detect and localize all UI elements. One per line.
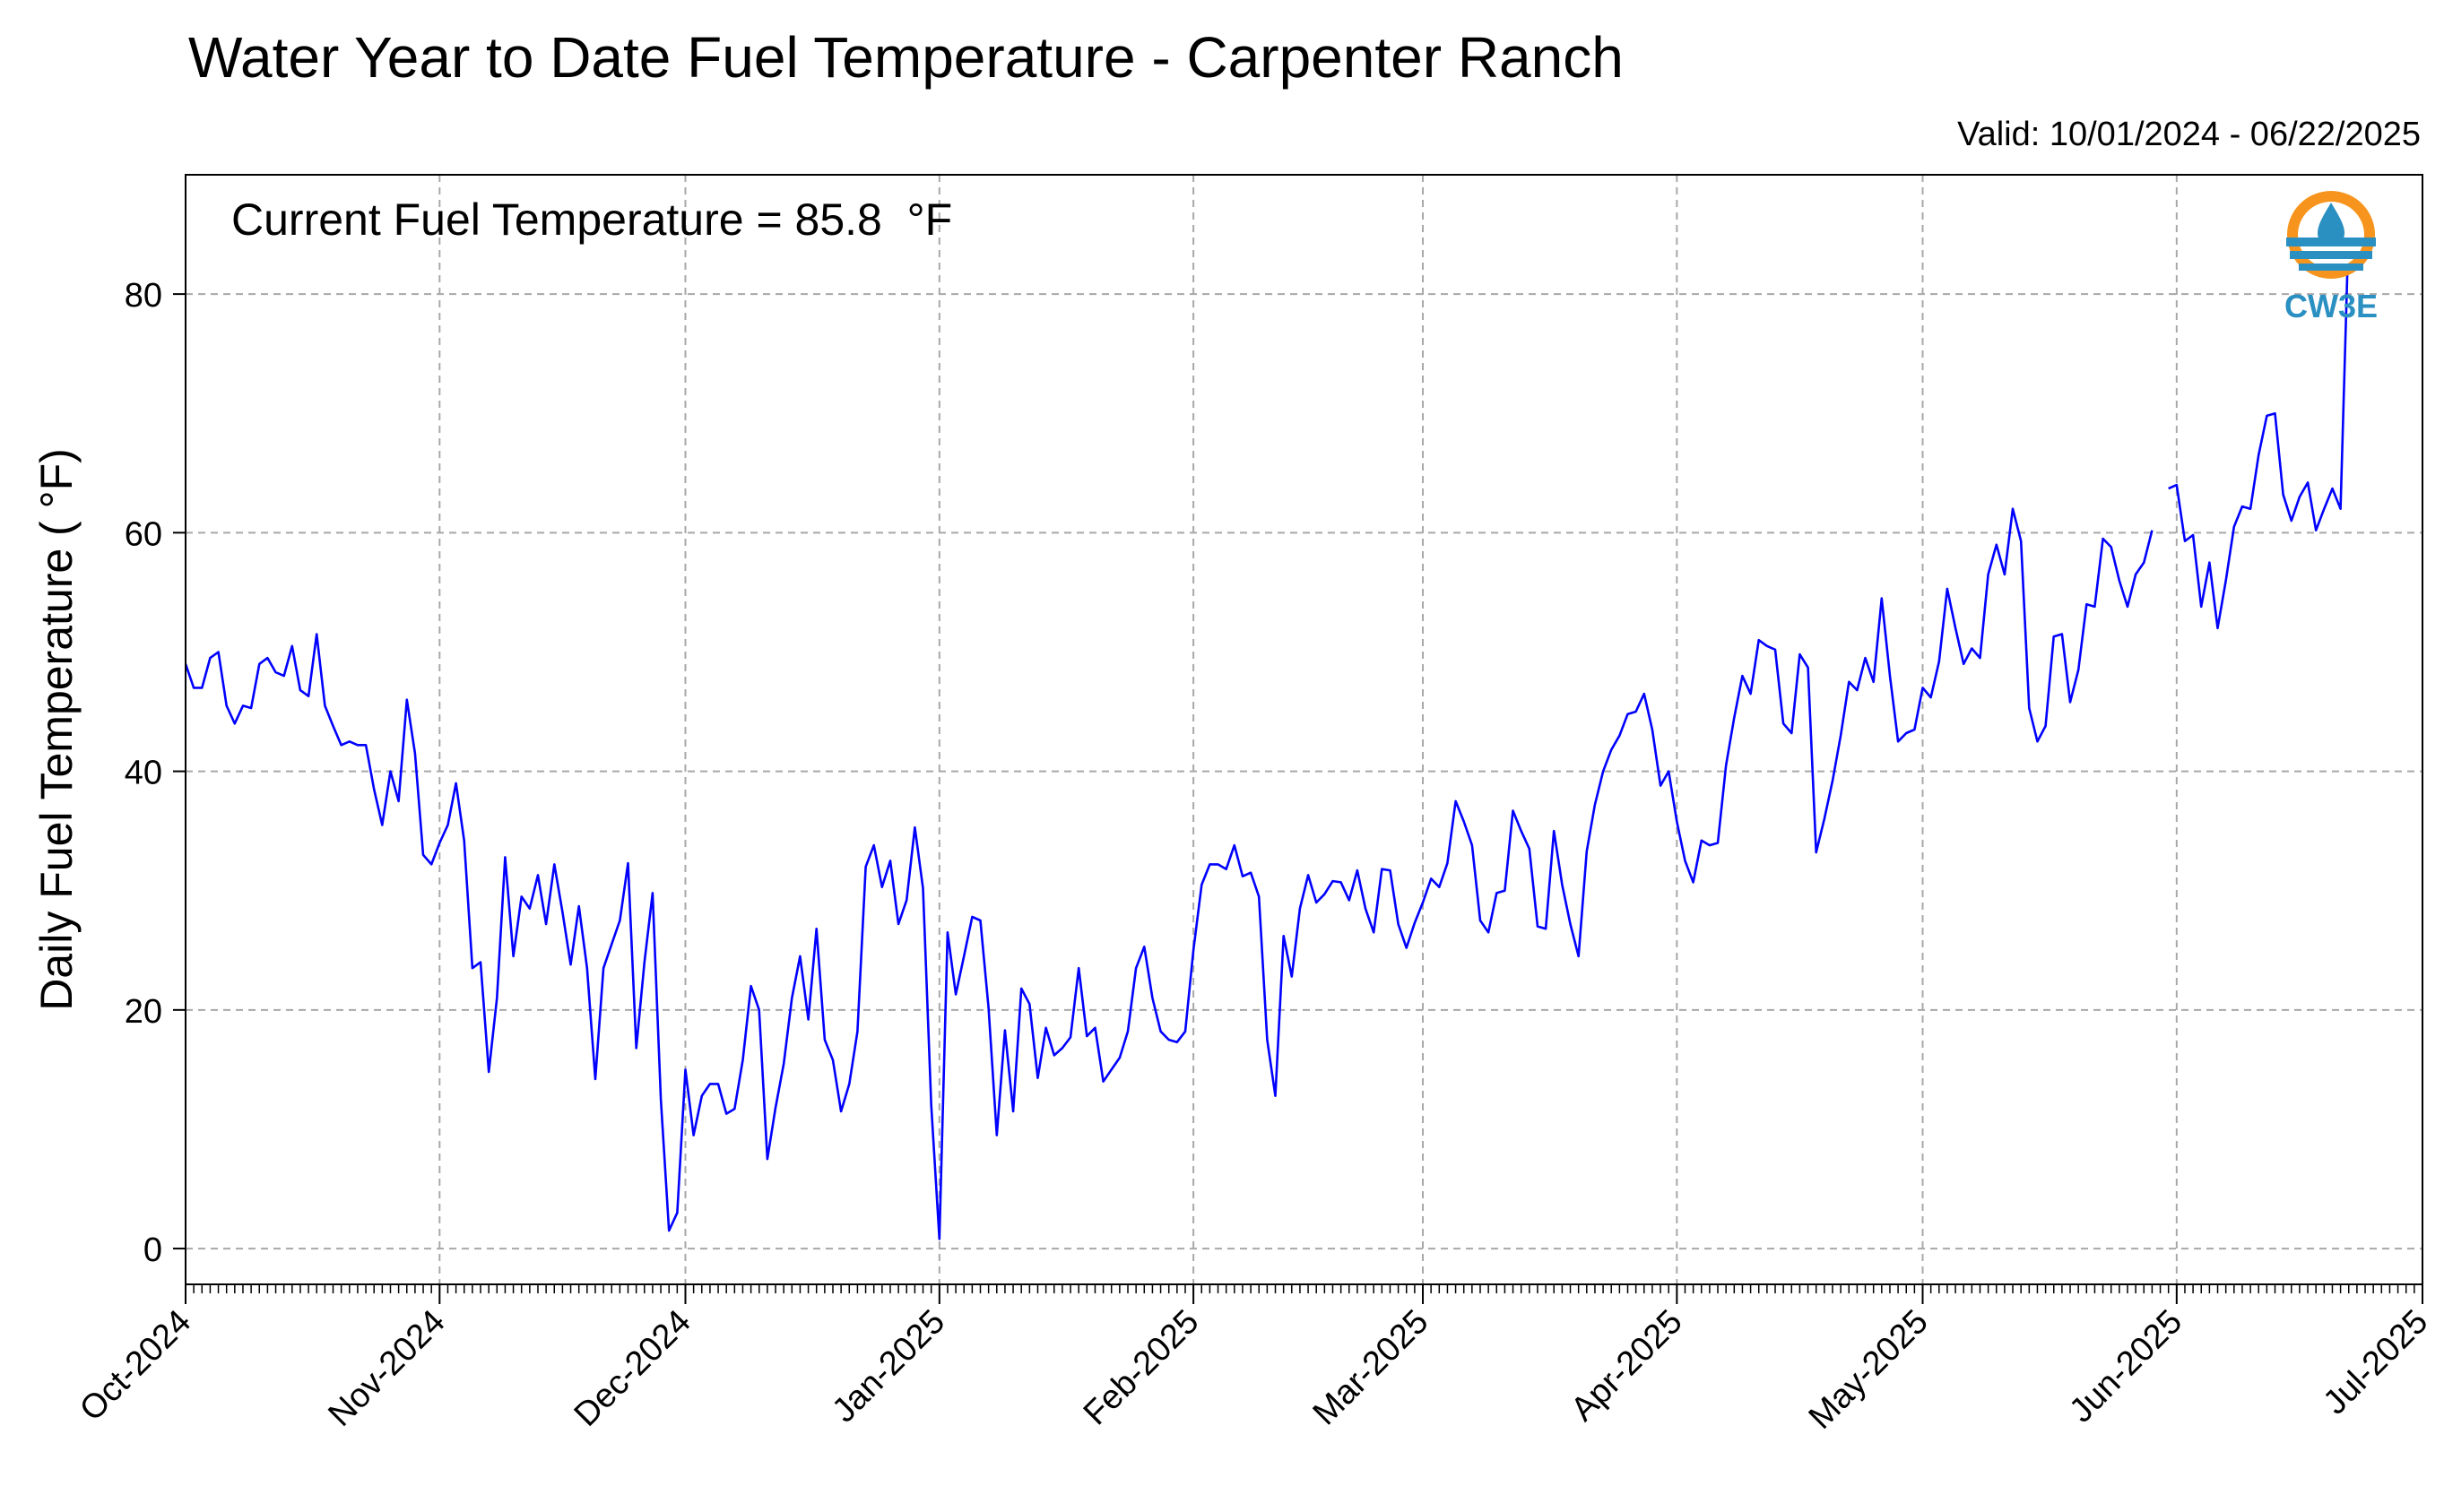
y-tick-label: 60 (125, 515, 162, 553)
logo-wave-band (2290, 251, 2372, 259)
logo-wave-band (2286, 238, 2376, 246)
series-lines (186, 224, 2350, 1240)
chart-subtitle: Valid: 10/01/2024 - 06/22/2025 (1957, 116, 2421, 153)
water-drop-icon (2318, 203, 2344, 246)
plot-frame (185, 174, 2423, 1285)
y-tick-label: 80 (125, 277, 162, 315)
chart-title: Water Year to Date Fuel Temperature - Ca… (188, 25, 1624, 90)
cw3e-logo: CW3E (2284, 191, 2378, 324)
y-axis-label: Daily Fuel Temperature ( °F) (31, 448, 82, 1011)
logo-wave-band (2299, 264, 2363, 271)
fuel-temperature-line (186, 224, 2350, 1240)
y-tick-label: 0 (143, 1231, 162, 1269)
current-temperature-annotation: Current Fuel Temperature = 85.8 °F (231, 194, 952, 245)
logo-text: CW3E (2284, 288, 2378, 324)
y-tick-label: 20 (125, 993, 162, 1031)
y-tick-label: 40 (125, 755, 162, 792)
